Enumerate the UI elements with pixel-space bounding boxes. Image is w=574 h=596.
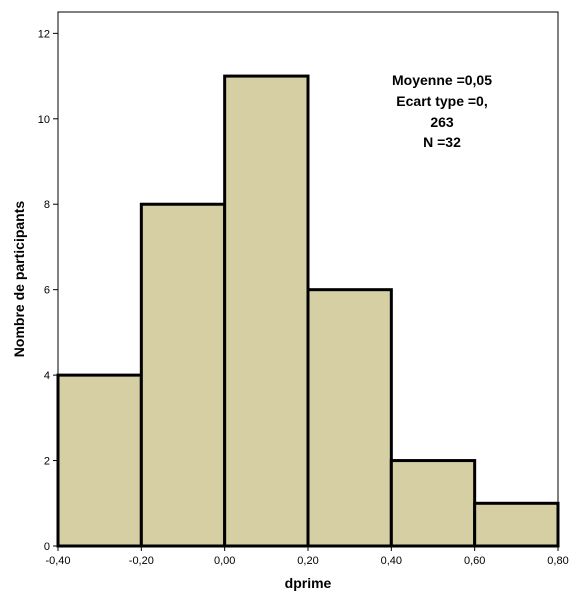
histogram-bar [473,501,560,548]
y-axis-title: Nombre de participants [11,201,27,358]
x-tick-label: 0,00 [214,555,235,567]
histogram-bar [223,74,310,548]
bars-group [56,74,560,548]
stats-std-dev-continued: 263 [430,114,454,130]
y-tick-label: 0 [44,541,50,553]
histogram-bar [56,373,143,548]
x-tick-label: 0,60 [464,555,485,567]
stats-std-dev: Ecart type =0, [396,93,487,109]
stats-count: N =32 [423,134,461,150]
stats-mean: Moyenne =0,05 [392,72,492,88]
x-tick-label: 0,80 [547,555,568,567]
histogram-bar [139,202,227,548]
x-tick-label: 0,40 [381,555,402,567]
x-axis: -0,40 -0,20 0,00 0,20 0,40 0,60 0,80 [45,546,569,567]
y-axis: 0 2 4 6 8 10 12 [38,28,58,553]
y-tick-label: 12 [38,28,50,40]
y-tick-label: 6 [44,285,50,297]
y-tick-label: 10 [38,114,50,126]
y-tick-label: 8 [44,199,50,211]
x-tick-label: -0,40 [45,555,70,567]
stats-annotation: Moyenne =0,05 Ecart type =0, 263 N =32 [392,72,492,150]
x-axis-title: dprime [285,575,332,591]
y-tick-label: 4 [44,370,50,382]
y-tick-label: 2 [44,456,50,468]
histogram-bar [306,288,393,548]
x-tick-label: 0,20 [297,555,318,567]
x-tick-label: -0,20 [129,555,154,567]
histogram-bar [389,459,477,548]
